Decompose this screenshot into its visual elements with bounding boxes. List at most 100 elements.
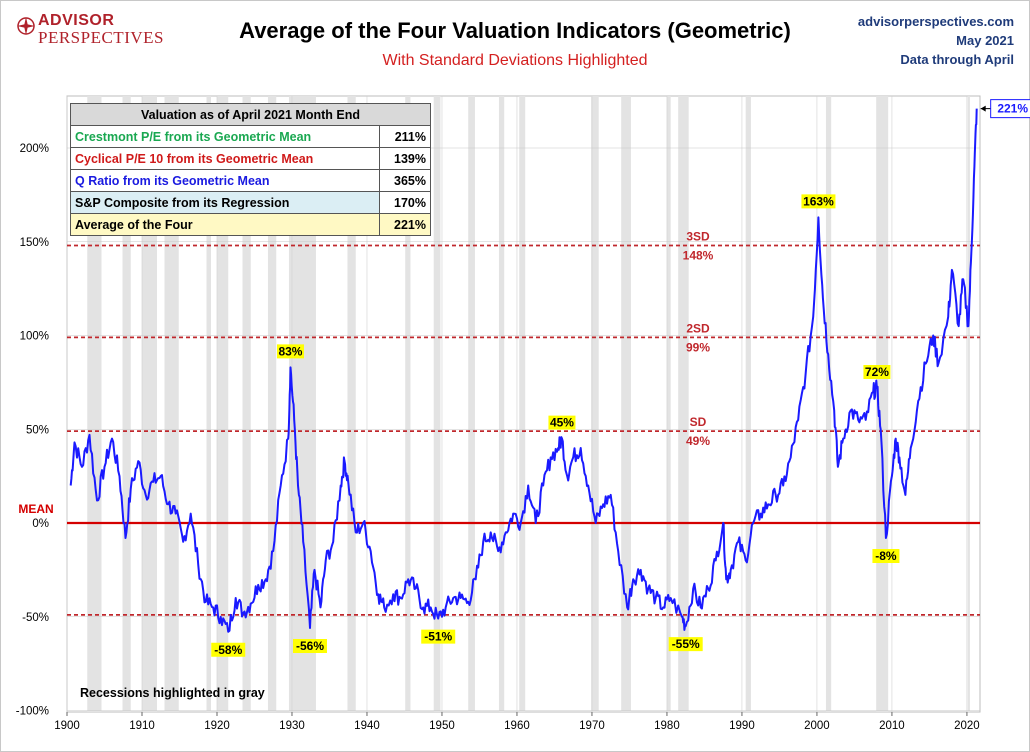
table-row-label: Average of the Four — [70, 213, 380, 236]
recession-band — [141, 96, 157, 712]
x-tick-label: 1900 — [54, 720, 80, 732]
recession-band — [825, 96, 832, 712]
table-row-label: S&P Composite from its Regression — [70, 191, 380, 214]
annotation-text: -51% — [424, 630, 452, 644]
x-tick-label: 1960 — [504, 720, 530, 732]
y-tick-label: 50% — [26, 424, 49, 436]
y-tick-label: 200% — [20, 143, 49, 155]
logo: ADVISOR PERSPECTIVES — [16, 12, 176, 52]
x-tick-label: 1970 — [579, 720, 605, 732]
recession-band — [122, 96, 131, 712]
series-line — [69, 108, 978, 633]
table-row-value: 365% — [379, 169, 431, 192]
data-annotation: -56% — [292, 639, 327, 653]
annotation-bg — [863, 365, 891, 379]
x-tick-label: 2010 — [879, 720, 905, 732]
data-annotation: 83% — [276, 344, 304, 359]
chart-title: Average of the Four Valuation Indicators… — [239, 18, 791, 43]
sd-label-bottom: 99% — [686, 340, 710, 354]
logo-text-perspectives: PERSPECTIVES — [38, 28, 164, 47]
y-tick-label: 150% — [20, 237, 49, 249]
x-tick-label: 1920 — [204, 720, 230, 732]
table-header: Valuation as of April 2021 Month End — [70, 103, 431, 126]
end-label-box — [990, 99, 1030, 119]
recession-band — [164, 96, 179, 712]
table-row: Q Ratio from its Geometric Mean 365% — [70, 169, 431, 192]
source-data-through: Data through April — [900, 52, 1014, 67]
y-tick-label: 100% — [20, 331, 49, 343]
valuation-table: Valuation as of April 2021 Month End Cre… — [70, 103, 431, 236]
table-row-value: 221% — [379, 213, 431, 236]
x-tick-label: 2000 — [804, 720, 830, 732]
chart-subtitle: With Standard Deviations Highlighted — [382, 52, 648, 69]
annotation-bg — [872, 549, 900, 563]
end-label-arrowhead — [980, 105, 986, 112]
data-annotation: -51% — [421, 629, 456, 644]
recession-bands — [87, 96, 970, 712]
sd-label-bottom: 148% — [683, 249, 714, 263]
recession-band — [621, 96, 631, 712]
data-annotation: 163% — [801, 194, 836, 209]
sd-label-bottom: 49% — [686, 434, 710, 448]
table-row-label: Cyclical P/E 10 from its Geometric Mean — [70, 147, 380, 170]
recession-band — [519, 96, 526, 712]
table-row-value: 211% — [379, 125, 431, 148]
annotation-text: -8% — [875, 549, 897, 563]
annotation-text: -58% — [214, 643, 242, 657]
source-date: May 2021 — [956, 33, 1014, 48]
data-annotation: -55% — [668, 637, 703, 652]
annotation-text: -55% — [672, 637, 700, 651]
table-row-label: Q Ratio from its Geometric Mean — [70, 169, 380, 192]
sd-label-top: 2SD — [686, 321, 710, 335]
recession-band — [347, 96, 356, 712]
recession-band — [498, 96, 505, 712]
table-row: Cyclical P/E 10 from its Geometric Mean … — [70, 147, 431, 170]
annotation-text: 163% — [803, 194, 834, 208]
recession-band — [967, 96, 970, 712]
recession-band — [87, 96, 102, 712]
table-row: S&P Composite from its Regression 170% — [70, 191, 431, 214]
recession-band — [678, 96, 689, 712]
recession-band — [591, 96, 599, 712]
x-tick-label: 1950 — [429, 720, 455, 732]
recession-band — [216, 96, 229, 712]
compass-logo-icon — [17, 17, 35, 35]
x-tick-label: 2020 — [954, 720, 980, 732]
recession-band — [666, 96, 671, 712]
annotation-text: 72% — [865, 365, 889, 379]
table-row: Average of the Four 221% — [70, 213, 431, 236]
recession-band — [433, 96, 441, 712]
annotation-bg — [292, 639, 327, 653]
y-tick-label: -50% — [22, 612, 49, 624]
source-info: advisorperspectives.com May 2021 Data th… — [858, 12, 1014, 69]
end-label-text: 221% — [997, 102, 1028, 116]
recession-band — [876, 96, 889, 712]
recession-band — [468, 96, 475, 712]
y-tick-label: -100% — [16, 706, 49, 718]
data-annotation: 45% — [548, 415, 576, 430]
x-tick-label: 1940 — [354, 720, 380, 732]
annotation-bg — [668, 637, 703, 652]
recession-band — [206, 96, 211, 712]
x-tick-label: 1910 — [129, 720, 155, 732]
recession-band — [745, 96, 751, 712]
table-row-value: 139% — [379, 147, 431, 170]
sd-label-top: SD — [690, 415, 707, 429]
annotation-bg — [276, 344, 304, 359]
mean-label: MEAN — [18, 502, 53, 516]
x-tick-label: 1980 — [654, 720, 680, 732]
annotation-bg — [421, 629, 456, 644]
data-annotation: -8% — [872, 549, 900, 563]
annotation-bg — [211, 642, 246, 657]
logo-text-advisor: ADVISOR — [38, 12, 115, 29]
annotation-bg — [801, 194, 836, 209]
recession-band — [405, 96, 411, 712]
annotation-text: -56% — [296, 639, 324, 653]
annotation-text: 83% — [278, 344, 302, 358]
data-annotation: -58% — [211, 642, 246, 657]
table-row: Crestmont P/E from its Geometric Mean 21… — [70, 125, 431, 148]
x-tick-label: 1990 — [729, 720, 755, 732]
x-tick-label: 1930 — [279, 720, 305, 732]
data-annotation: 72% — [863, 365, 891, 379]
